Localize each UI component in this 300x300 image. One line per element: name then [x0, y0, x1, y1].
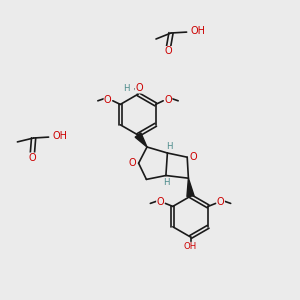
- Text: OH: OH: [191, 26, 206, 36]
- Text: O: O: [190, 152, 198, 162]
- Text: H: H: [167, 142, 173, 151]
- Text: O: O: [104, 94, 112, 105]
- Text: O: O: [217, 197, 225, 207]
- Polygon shape: [135, 133, 147, 147]
- Text: O: O: [28, 153, 36, 163]
- Polygon shape: [187, 178, 194, 196]
- Text: OH: OH: [184, 242, 197, 251]
- Text: O: O: [164, 94, 172, 105]
- Text: H: H: [164, 178, 170, 187]
- Text: O: O: [165, 46, 172, 56]
- Text: O: O: [128, 158, 136, 168]
- Text: O: O: [135, 83, 142, 93]
- Text: O: O: [156, 197, 164, 207]
- Text: OH: OH: [52, 131, 68, 141]
- Text: H: H: [123, 84, 130, 93]
